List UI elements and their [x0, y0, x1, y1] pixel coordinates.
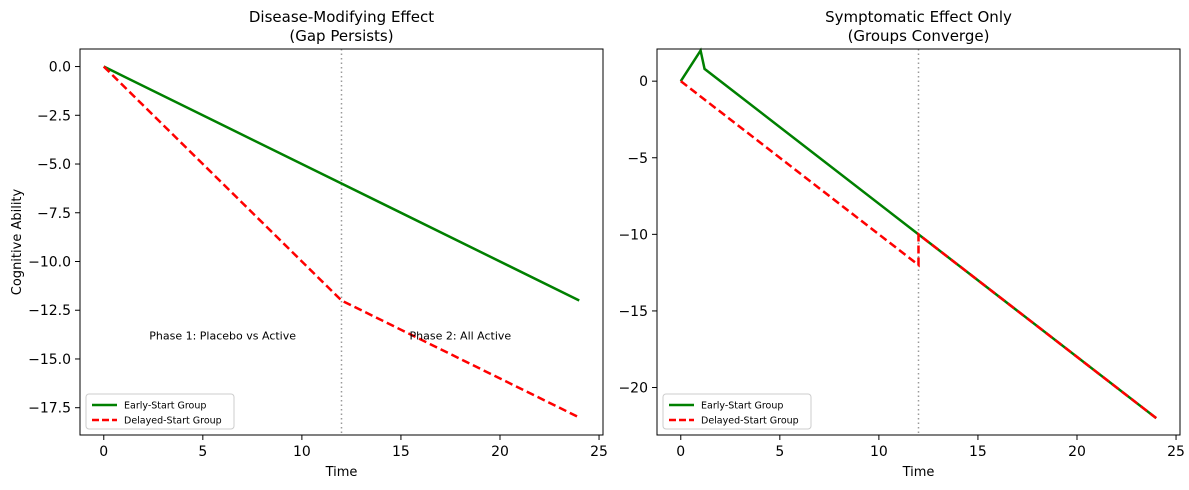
chart-subtitle: (Groups Converge) [848, 27, 990, 45]
legend-box [662, 393, 812, 430]
chart-title: Disease-Modifying Effect [249, 8, 434, 26]
y-tick-label: −10.0 [28, 254, 71, 270]
legend: Early-Start Group Delayed-Start Group [85, 393, 235, 430]
y-tick-label: 0.0 [49, 60, 71, 76]
x-tick-label: 0 [99, 444, 108, 460]
y-tick-label: −5.0 [37, 157, 71, 173]
y-tick-label: −20 [618, 381, 648, 397]
chart-subtitle: (Gap Persists) [289, 27, 393, 45]
y-tick-label: −15.0 [28, 352, 71, 368]
x-tick-label: 15 [392, 444, 410, 460]
legend-box [85, 393, 235, 430]
x-tick-label: 25 [1167, 444, 1185, 460]
y-tick-label: −15 [618, 304, 648, 320]
x-tick-label: 5 [775, 444, 784, 460]
annotation-label: Phase 2: All Active [410, 330, 512, 343]
series-line-early-start [679, 47, 1157, 420]
x-tick-label: 25 [590, 444, 608, 460]
y-tick-label: −17.5 [28, 401, 71, 417]
y-axis-label: Cognitive Ability [10, 188, 25, 295]
x-tick-label: 5 [198, 444, 207, 460]
x-tick-label: 10 [870, 444, 888, 460]
x-tick-label: 20 [1068, 444, 1086, 460]
y-tick-label: −2.5 [37, 108, 71, 124]
legend-label: Early-Start Group [124, 401, 206, 412]
legend-label: Early-Start Group [701, 401, 783, 412]
axes-frame [79, 48, 604, 436]
x-tick-label: 15 [969, 444, 987, 460]
chart-title: Symptomatic Effect Only [825, 8, 1012, 26]
x-axis-label: Time [325, 465, 358, 480]
axes-frame [656, 48, 1181, 436]
y-tick-label: −5 [627, 151, 648, 167]
annotation-label: Phase 1: Placebo vs Active [149, 330, 296, 343]
chart-disease-modifying: Disease-Modifying Effect(Gap Persists) Ph… [10, 8, 608, 480]
x-tick-label: 10 [293, 444, 311, 460]
legend: Early-Start Group Delayed-Start Group [662, 393, 812, 430]
x-tick-label: 0 [676, 444, 685, 460]
legend-label: Delayed-Start Group [701, 416, 799, 427]
x-tick-label: 20 [491, 444, 509, 460]
y-tick-label: 0 [639, 74, 648, 90]
y-tick-label: −10 [618, 227, 648, 243]
series-line-delayed-start [102, 65, 580, 419]
legend-label: Delayed-Start Group [124, 416, 222, 427]
y-tick-label: −7.5 [37, 206, 71, 222]
chart-symptomatic-effect: Symptomatic Effect Only(Groups Converge)… [618, 8, 1184, 480]
series-line-delayed-start [680, 80, 1157, 420]
y-tick-label: −12.5 [28, 303, 71, 319]
series-line-early-start [103, 65, 580, 302]
x-axis-label: Time [902, 465, 935, 480]
